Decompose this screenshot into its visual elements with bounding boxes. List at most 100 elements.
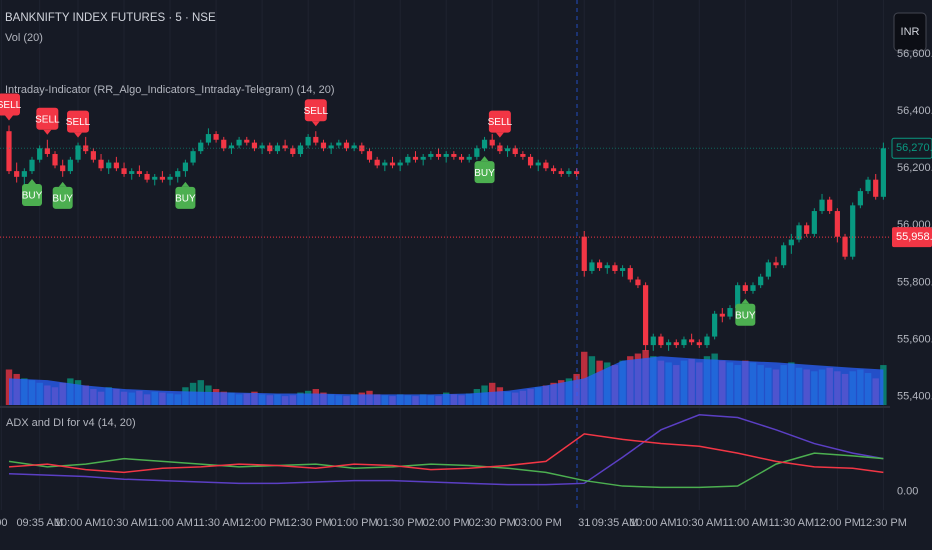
candle-body (98, 159, 104, 169)
candle-body (182, 162, 189, 172)
candle-body (673, 342, 679, 346)
candle-body (758, 276, 764, 286)
candle-body (374, 159, 380, 166)
candle-body (282, 145, 288, 149)
candle-body (712, 313, 718, 337)
signal-pointer (181, 181, 190, 187)
candle-body (297, 145, 304, 155)
candle-body (37, 148, 43, 160)
indicator-label: Vol (20) (5, 32, 43, 44)
candle-body (796, 225, 802, 240)
candle-body (880, 148, 886, 197)
candle-body (873, 179, 879, 197)
candle-body (781, 245, 787, 266)
signal-pointer (480, 156, 489, 162)
candle-body (267, 145, 273, 152)
candle-body (343, 142, 350, 149)
last-price-label: 56,270.20 (896, 142, 932, 154)
candle-body (198, 142, 204, 152)
candle-body (136, 171, 142, 174)
candle-body (251, 142, 258, 149)
candle-body (405, 156, 411, 163)
candle-body (144, 173, 150, 180)
candle-body (811, 211, 817, 234)
candle-body (305, 136, 311, 146)
chart-title: BANKNIFTY INDEX FUTURES · 5 · NSE (5, 12, 216, 24)
candle-body (842, 236, 848, 257)
signal-layer: SELL BUY SELL BUY SELL BUY SELL BUY SELL BUY (0, 93, 756, 326)
candle-body (313, 136, 319, 143)
candle-body (466, 156, 472, 160)
candle-body (696, 342, 702, 346)
candle-body (175, 171, 181, 177)
signal-label: BUY (22, 191, 43, 202)
candle-body (543, 162, 549, 169)
candle-layer (0, 125, 890, 351)
candle-body (719, 313, 725, 317)
candle-body (236, 139, 242, 146)
x-tick-label: 09:35 AM (592, 517, 638, 529)
candle-body (865, 179, 871, 192)
candle-body (681, 339, 687, 346)
candle-body (558, 171, 564, 174)
candle-body (435, 154, 442, 157)
candle-body (689, 339, 695, 343)
candle-body (52, 154, 58, 166)
candle-body (627, 268, 633, 280)
candle-body (604, 265, 610, 269)
candle-body (573, 171, 580, 174)
candle-body (67, 159, 73, 172)
y-tick-label: 56,400.00 (897, 105, 932, 117)
x-tick-label: 09:35 AM (16, 517, 62, 529)
signal-label: SELL (35, 114, 60, 125)
x-tick-label: 31 (578, 517, 590, 529)
candle-body (819, 199, 825, 212)
candle-body (535, 162, 541, 166)
indicator-label: Intraday-Indicator (RR_Algo_Indicators_I… (5, 84, 335, 96)
currency[interactable]: INR (901, 26, 920, 38)
signal-box (0, 93, 20, 116)
candle-body (29, 159, 35, 172)
candle-body (228, 145, 235, 149)
x-tick-label: 11:30 AM (769, 517, 815, 529)
price-labels: 55,400.0055,600.0055,800.0056,000.0056,2… (891, 48, 932, 497)
x-tick-label: 02:30 PM (469, 517, 516, 529)
candle-body (581, 236, 587, 271)
ref-price-box (892, 227, 932, 248)
x-tick-label: 10:30 AM (101, 517, 147, 529)
adx-line (8, 413, 884, 486)
candle-body (382, 162, 388, 166)
signal-box (52, 186, 73, 209)
candle-body (412, 156, 419, 160)
candle-body (451, 154, 457, 157)
candle-body (612, 265, 618, 271)
y-tick-label: 55,600.00 (897, 333, 932, 345)
currency-box[interactable] (893, 12, 927, 52)
adx-layer (8, 413, 884, 489)
y-tick-label: 56,200.00 (897, 162, 932, 174)
candle-body (213, 134, 219, 140)
signal-pointer (5, 115, 13, 121)
candle-body (320, 142, 327, 149)
candle-body (504, 148, 511, 152)
signal-pointer (311, 121, 320, 127)
candle-body (704, 336, 710, 346)
candle-body (566, 171, 572, 174)
candle-body (83, 145, 89, 152)
x-tick-label: 12:00 PM (239, 517, 286, 529)
adx-title: ADX and DI for v4 (14, 20) (6, 417, 136, 429)
candle-body (589, 262, 595, 271)
candle-body (827, 199, 833, 212)
candle-body (773, 262, 779, 266)
x-tick-label: 10:00 AM (55, 517, 101, 529)
candle-body (489, 139, 495, 146)
candle-body (650, 336, 656, 346)
candle-body (397, 162, 403, 166)
candle-body (389, 162, 396, 166)
candle-body (351, 145, 357, 149)
candle-body (44, 148, 50, 155)
signal-box (67, 110, 90, 133)
